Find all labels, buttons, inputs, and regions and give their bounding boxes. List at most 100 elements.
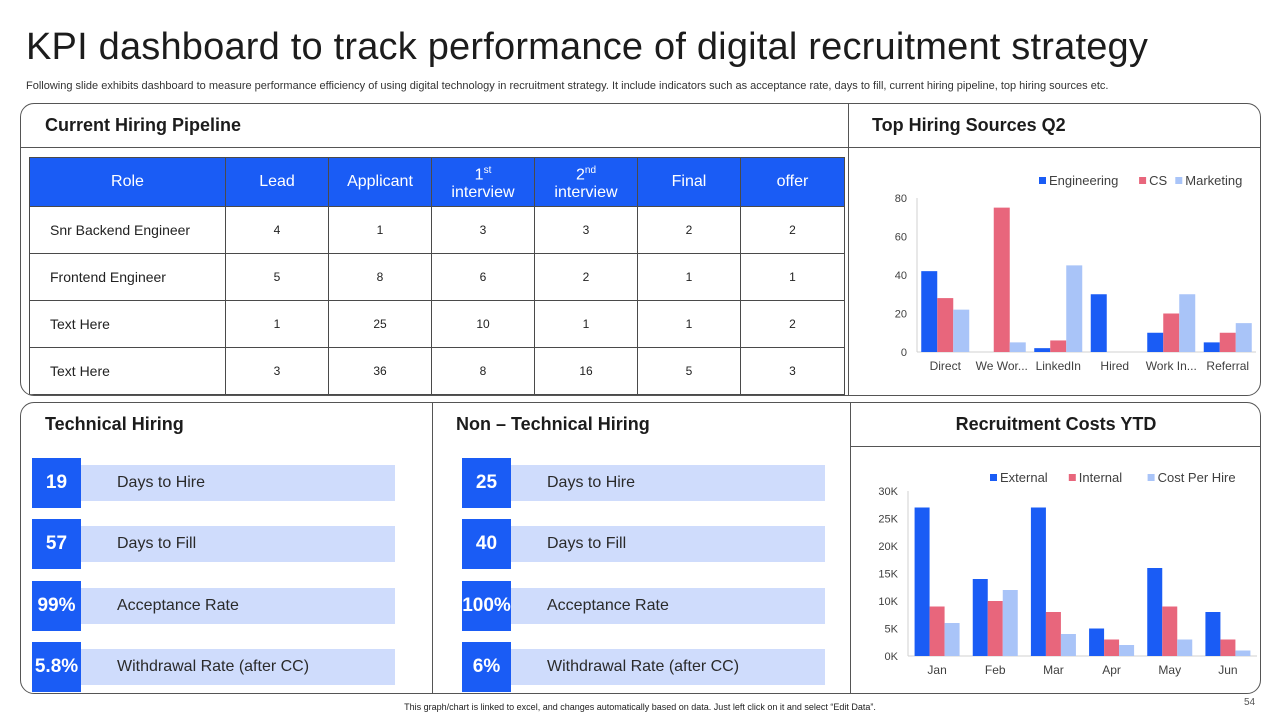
legend-swatch <box>1139 177 1147 184</box>
final-cell: 5 <box>637 347 741 395</box>
pipeline-table: Role Lead Applicant 1st interview 2nd inte… <box>29 157 845 395</box>
role-cell: Text Here <box>29 347 226 395</box>
legend-swatch <box>1175 177 1183 184</box>
first-interview-cell: 8 <box>431 347 535 395</box>
bar-marketing[interactable] <box>1235 323 1252 352</box>
offer-cell: 2 <box>740 300 845 348</box>
x-tick-label: Feb <box>985 663 1006 677</box>
x-tick-label: Apr <box>1102 663 1121 677</box>
bar-engineering[interactable] <box>1203 342 1220 352</box>
first-num: 1 <box>474 166 484 184</box>
legend-label: External <box>1000 470 1048 485</box>
kpi-label: Days to Hire <box>547 474 636 491</box>
divider <box>848 104 849 395</box>
bar-cost-per-hire[interactable] <box>1235 650 1251 657</box>
bar-cost-per-hire[interactable] <box>1119 645 1135 656</box>
bar-external[interactable] <box>914 507 930 657</box>
bar-engineering[interactable] <box>1147 332 1164 352</box>
kpi-bar <box>492 588 825 624</box>
offer-cell: 1 <box>740 253 845 301</box>
bar-marketing[interactable] <box>1179 294 1196 352</box>
col-header-final: Final <box>637 157 741 207</box>
top-panel: Current Hiring Pipeline Role Lead Applic… <box>20 103 1261 396</box>
y-tick-label: 60 <box>895 232 907 244</box>
bar-internal[interactable] <box>1045 612 1061 656</box>
kpi-label: Withdrawal Rate (after CC) <box>547 658 740 675</box>
kpi-label: Acceptance Rate <box>117 597 239 614</box>
bar-internal[interactable] <box>1220 639 1236 657</box>
bar-internal[interactable] <box>929 606 945 657</box>
kpi-bar <box>62 649 395 685</box>
non-technical-heading: Non – Technical Hiring <box>456 414 650 434</box>
bar-marketing[interactable] <box>1009 342 1026 352</box>
first-sup: st <box>483 164 492 176</box>
bar-external[interactable] <box>972 579 988 656</box>
bar-external[interactable] <box>1205 612 1221 656</box>
final-cell: 2 <box>637 206 741 254</box>
bar-cs[interactable] <box>1050 340 1067 352</box>
y-tick-label: 5K <box>885 624 899 636</box>
x-tick-label: Mar <box>1043 663 1064 677</box>
footer-note: This graph/chart is linked to excel, and… <box>404 702 876 712</box>
final-cell: 1 <box>637 253 741 301</box>
x-tick-label: Jun <box>1218 663 1237 677</box>
bar-marketing[interactable] <box>953 309 970 352</box>
kpi-label: Withdrawal Rate (after CC) <box>117 658 310 675</box>
kpi-label: Days to Fill <box>117 535 197 552</box>
role-cell: Frontend Engineer <box>29 253 226 301</box>
lead-cell: 5 <box>225 253 329 301</box>
bar-cost-per-hire[interactable] <box>1060 634 1076 656</box>
y-tick-label: 20K <box>878 541 898 553</box>
bar-cost-per-hire[interactable] <box>1177 639 1193 657</box>
hiring-sources-heading: Top Hiring Sources Q2 <box>872 115 1066 135</box>
table-row: Text Here 3 36 8 16 5 3 <box>29 347 845 395</box>
y-tick-label: 40 <box>895 270 907 282</box>
second-sup: nd <box>584 164 597 176</box>
bar-internal[interactable] <box>987 601 1003 656</box>
first-text: interview <box>451 184 515 202</box>
legend-label: CS <box>1149 173 1167 188</box>
bar-cost-per-hire[interactable] <box>944 623 960 656</box>
legend-swatch <box>1068 474 1076 481</box>
first-interview-cell: 3 <box>431 206 535 254</box>
bar-internal[interactable] <box>1104 639 1120 657</box>
kpi-value: 40 <box>462 519 511 569</box>
applicant-cell: 36 <box>328 347 432 395</box>
y-tick-label: 25K <box>878 514 898 526</box>
role-cell: Snr Backend Engineer <box>29 206 226 254</box>
bar-cs[interactable] <box>937 298 954 352</box>
bar-cs[interactable] <box>993 207 1010 352</box>
bar-internal[interactable] <box>1162 606 1178 657</box>
kpi-bar <box>62 465 395 501</box>
second-interview-cell: 1 <box>534 300 638 348</box>
bar-cost-per-hire[interactable] <box>1002 590 1018 656</box>
x-tick-label: LinkedIn <box>1036 359 1081 373</box>
bar-engineering[interactable] <box>1090 294 1107 352</box>
bar-cs[interactable] <box>1163 313 1180 353</box>
bar-engineering[interactable] <box>1034 348 1051 352</box>
bar-cs[interactable] <box>1219 332 1236 352</box>
first-interview-cell: 6 <box>431 253 535 301</box>
bar-external[interactable] <box>1147 568 1163 656</box>
bar-external[interactable] <box>1089 628 1105 657</box>
page-subtitle: Following slide exhibits dashboard to me… <box>26 80 1109 92</box>
bar-marketing[interactable] <box>1066 265 1083 352</box>
table-row: Snr Backend Engineer 4 1 3 3 2 2 <box>29 206 845 254</box>
first-interview-cell: 10 <box>431 300 535 348</box>
page-number: 54 <box>1244 697 1256 708</box>
legend-swatch <box>990 474 997 481</box>
kpi-value: 19 <box>32 458 81 508</box>
applicant-cell: 8 <box>328 253 432 301</box>
kpi-bar <box>492 649 825 685</box>
second-interview-cell: 2 <box>534 253 638 301</box>
hiring-sources-chart[interactable]: 0 20 40 60 80 Direct We Wor... LinkedIn Hired Wor… <box>851 164 1256 384</box>
y-tick-label: 20 <box>895 309 907 321</box>
lead-cell: 1 <box>225 300 329 348</box>
bottom-panel: Technical Hiring Non – Technical Hiring … <box>20 402 1261 694</box>
divider <box>432 403 433 693</box>
x-tick-label: May <box>1158 663 1181 677</box>
bar-external[interactable] <box>1030 507 1046 657</box>
bar-engineering[interactable] <box>921 271 938 352</box>
recruitment-costs-chart[interactable]: 0K 5K 10K 15K 20K 25K 30K Jan Feb Mar Apr May Jun Ext… <box>857 463 1257 688</box>
x-tick-label: Work In... <box>1146 359 1197 373</box>
